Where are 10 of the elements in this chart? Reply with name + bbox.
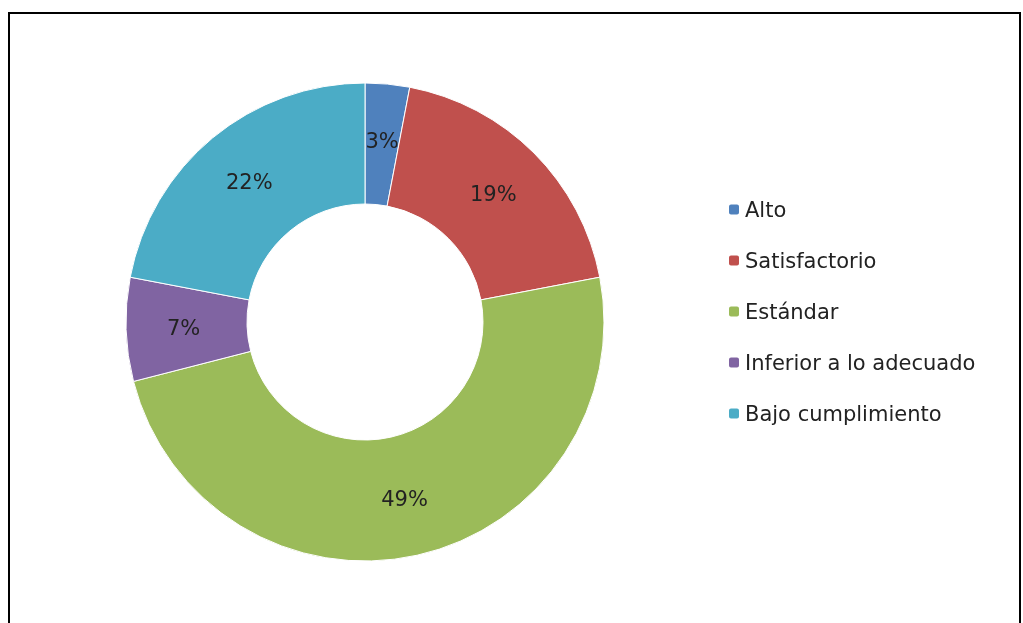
data-label: 3%: [365, 129, 399, 154]
legend-label: Inferior a lo adecuado: [745, 350, 976, 375]
legend-label: Estándar: [745, 299, 839, 324]
data-label: 49%: [381, 487, 428, 512]
legend-label: Satisfactorio: [745, 248, 877, 273]
data-label: 19%: [470, 181, 517, 206]
legend-label: Alto: [745, 197, 787, 222]
legend-label: Bajo cumplimiento: [745, 401, 942, 426]
data-label: 7%: [166, 315, 201, 340]
data-label: 22%: [225, 170, 273, 195]
